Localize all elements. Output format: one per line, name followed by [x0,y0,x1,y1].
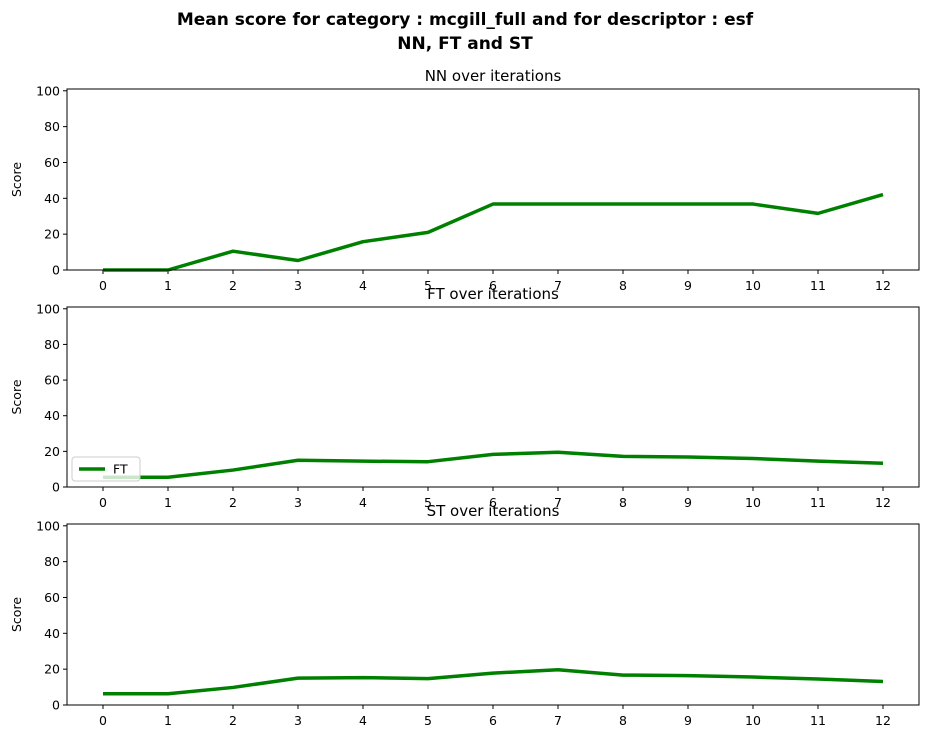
st-x-tick-label: 12 [875,713,891,728]
st-y-tick-label: 80 [44,554,60,569]
st-x-tick-label: 8 [619,713,627,728]
nn-y-axis-label: Score [9,162,24,197]
ft-x-tick-label: 0 [99,495,107,510]
ft-legend-box [71,456,141,482]
nn-x-tick-label: 11 [810,278,826,293]
ft-y-tick-label: 0 [52,480,60,495]
nn-axes-title: NN over iterations [425,67,562,85]
ft-y-tick-label: 40 [44,408,60,423]
ft-x-tick-label: 1 [164,495,172,510]
st-y-tick-label: 20 [44,662,60,677]
nn-y-tick-label: 0 [52,263,60,278]
ft-x-tick-label: 10 [745,495,761,510]
st-x-tick-label: 9 [684,713,692,728]
st-x-tick-label: 7 [554,713,562,728]
nn-x-tick-label: 12 [875,278,891,293]
ft-series-line-0 [103,450,884,479]
nn-x-tick-label: 10 [745,278,761,293]
nn-x-tick-label: 4 [359,278,367,293]
ft-legend: FT [71,456,141,482]
ft-y-tick-label: 60 [44,373,60,388]
st-x-tick-label: 6 [489,713,497,728]
ft-x-tick-label: 12 [875,495,891,510]
st-x-tick-label: 3 [294,713,302,728]
st-y-axis-label: Score [9,597,24,632]
st-series-line-0 [103,667,884,696]
ft-x-tick-label: 11 [810,495,826,510]
nn-y-tick-label: 80 [44,119,60,134]
st-x-tick-label: 11 [810,713,826,728]
st-axes-frame [66,523,920,706]
ft-y-axis-label: Score [9,379,24,414]
ft-y-tick-label: 20 [44,444,60,459]
nn-x-tick-label: 5 [424,278,432,293]
ft-axes-title: FT over iterations [427,285,559,303]
ft-x-tick-label: 5 [424,495,432,510]
figure-title-line2: NN, FT and ST [397,34,533,54]
ft-x-tick-label: 7 [554,495,562,510]
nn-y-tick-label: 20 [44,227,60,242]
figure-title-line1: Mean score for category : mcgill_full an… [177,10,754,30]
nn-x-tick-label: 1 [164,278,172,293]
nn-x-tick-label: 7 [554,278,562,293]
st-y-tick-label: 40 [44,626,60,641]
st-x-tick-label: 2 [229,713,237,728]
st-axes-title: ST over iterations [427,502,560,520]
st-x-tick-label: 10 [745,713,761,728]
ft-x-tick-label: 6 [489,495,497,510]
ft-x-tick-label: 8 [619,495,627,510]
ft-x-tick-label: 9 [684,495,692,510]
ft-y-tick-label: 80 [44,337,60,352]
st-y-tick-label: 0 [52,698,60,713]
nn-x-tick-label: 6 [489,278,497,293]
nn-axes-frame [66,88,920,271]
ft-x-tick-label: 3 [294,495,302,510]
nn-series-line-0 [103,192,884,272]
nn-x-tick-label: 9 [684,278,692,293]
st-x-tick-label: 0 [99,713,107,728]
st-x-tick-label: 4 [359,713,367,728]
nn-x-tick-label: 3 [294,278,302,293]
st-y-tick-label: 100 [36,518,60,533]
st-x-tick-label: 5 [424,713,432,728]
ft-x-tick-label: 4 [359,495,367,510]
st-x-tick-label: 1 [164,713,172,728]
ft-y-tick-label: 100 [36,301,60,316]
ft-x-tick-label: 2 [229,495,237,510]
nn-y-tick-label: 60 [44,155,60,170]
nn-y-tick-label: 100 [36,83,60,98]
nn-y-tick-label: 40 [44,191,60,206]
nn-x-tick-label: 2 [229,278,237,293]
ft-legend-label: FT [113,462,128,477]
st-y-tick-label: 60 [44,590,60,605]
nn-x-tick-label: 8 [619,278,627,293]
ft-axes-frame [66,306,920,488]
nn-x-tick-label: 0 [99,278,107,293]
